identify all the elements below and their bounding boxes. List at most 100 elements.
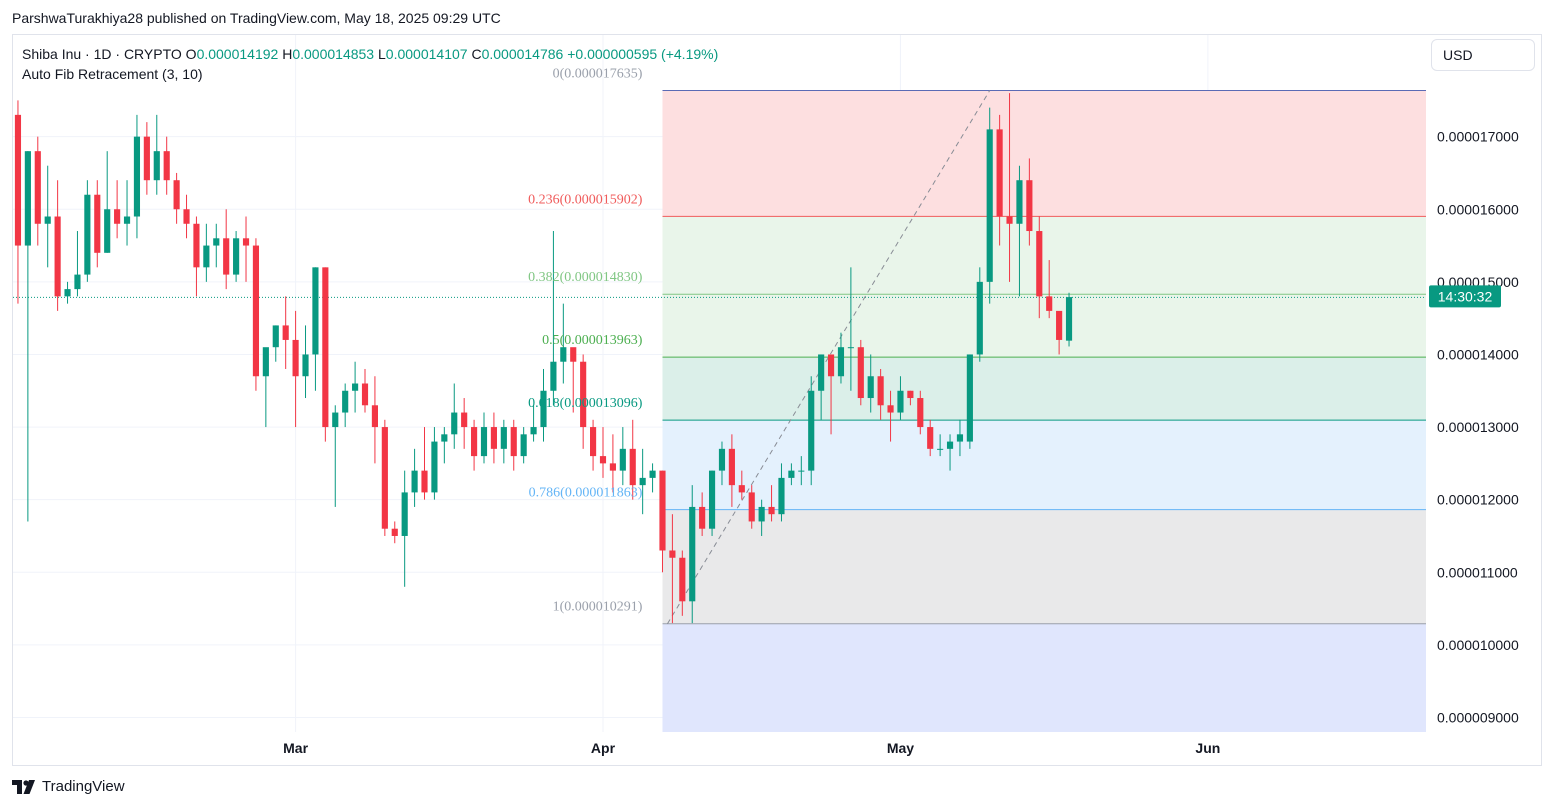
candle-body [679,557,686,602]
countdown-text: 14:30:32 [1438,288,1493,304]
candle [996,114,1003,246]
candle [104,151,111,253]
candle-body [74,274,81,290]
candle [768,485,775,522]
candle [560,303,567,384]
candle [471,419,478,471]
candle-body [104,209,111,253]
candle-body [937,448,944,450]
candle [1026,158,1033,246]
candle [946,434,954,471]
candle [937,434,944,457]
candle-body [133,136,141,217]
candle-body [163,151,170,181]
candle [74,231,81,297]
candle [14,100,22,304]
candle [897,376,904,420]
candle-body [292,339,299,377]
candle-body [818,354,825,391]
candle [986,107,993,304]
candle-body [34,151,41,224]
tradingview-brand-text: TradingView [42,778,125,795]
candle [599,427,607,478]
candle [480,412,488,464]
candle-body [550,361,557,391]
candle-body [946,441,954,449]
candle-body [589,427,597,457]
candle [1016,165,1023,297]
candle-body [827,354,835,377]
candle-body [1056,310,1063,340]
price-tick-label: 0.000009000 [1437,709,1519,725]
candle [322,267,329,442]
fib-level-label: 0.382(0.000014830) [528,270,643,285]
fib-trend-line [667,90,991,625]
candle [609,434,616,493]
candle-body [917,398,924,428]
currency-button[interactable]: USD [1431,39,1535,71]
candle [411,448,418,507]
time-tick-label: May [887,740,914,756]
candle-body [907,390,914,399]
candle-body [728,448,735,486]
price-tick-label: 0.000012000 [1437,492,1519,508]
symbol-legend[interactable]: Shiba Inu · 1D · CRYPTO O0.000014192 H0.… [22,44,718,84]
candle-body [193,223,200,268]
candle [738,470,745,500]
candle-body [708,470,716,529]
candle [877,368,884,420]
candle [371,376,379,464]
candle [639,448,646,515]
candle-body [1036,231,1043,297]
candle [976,267,983,362]
fib-zone [662,90,1426,217]
tradingview-footer[interactable]: TradingView [12,778,125,795]
candle-body [441,434,448,442]
candle-body [976,281,983,355]
time-tick-label: Mar [283,740,308,756]
candle-body [431,441,438,493]
candle [342,383,349,428]
candle [927,419,934,457]
candle [272,325,279,362]
candle [857,339,864,406]
candle [510,419,517,471]
candle-body [927,427,934,449]
candle [748,485,755,529]
close-label: C [471,46,482,62]
candle-body [738,485,745,493]
candle [887,390,894,442]
fib-zone [662,509,1426,624]
candle-body [302,354,309,377]
chart-frame [12,34,1542,766]
candle [490,412,497,464]
candle [867,354,874,413]
fib-zone [662,357,1426,421]
candle [907,390,914,406]
candle-body [956,434,964,442]
fib-level-lines [662,90,1426,625]
fib-zone [662,294,1426,358]
candle-body [1016,180,1023,224]
candle [917,390,924,435]
candle [143,122,150,195]
candle [629,419,636,500]
candle [123,180,131,246]
candle [173,172,180,224]
candle-body [778,477,785,515]
candle [679,550,686,616]
candle [827,354,835,435]
open-label: O [185,46,197,62]
candle-body [143,136,150,181]
candle [282,296,289,369]
candle [441,427,448,464]
candle [352,361,359,413]
indicator-name[interactable]: Auto Fib Retracement (3, 10) [22,66,203,82]
candle [956,419,964,457]
candle-body [361,383,369,406]
candle-body [520,434,527,457]
candle-body [629,448,636,486]
price-tick-label: 0.000010000 [1437,637,1519,653]
symbol-name[interactable]: Shiba Inu · 1D · CRYPTO [22,46,182,62]
